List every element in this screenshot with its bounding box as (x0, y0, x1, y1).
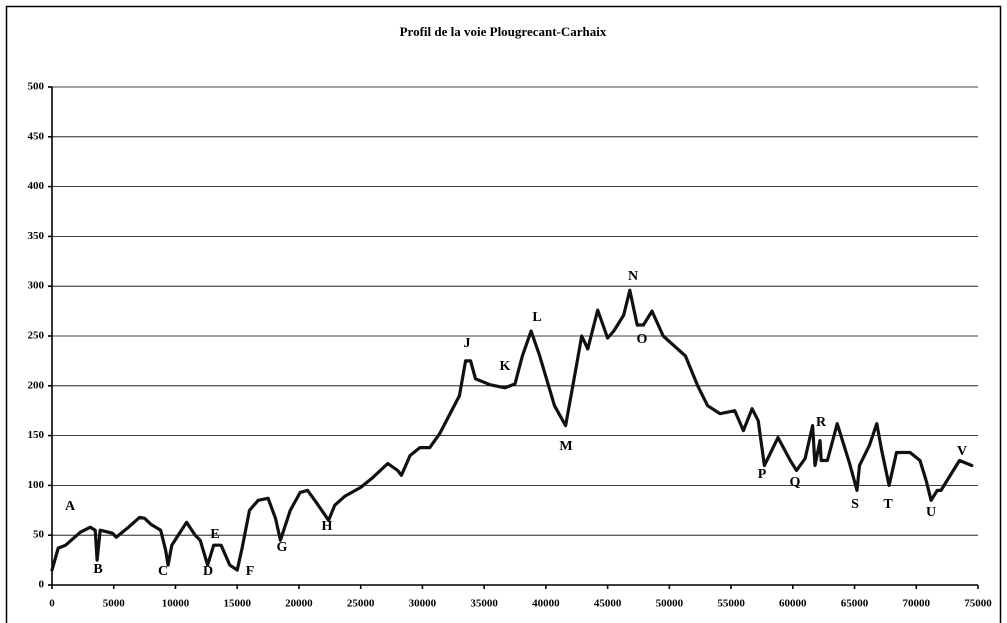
point-label: F (246, 564, 255, 579)
y-tick-label: 350 (28, 230, 45, 242)
y-tick-label: 150 (28, 429, 45, 441)
point-label: P (758, 467, 767, 482)
y-tick-label: 100 (28, 479, 45, 491)
x-tick-label: 75000 (964, 598, 992, 610)
point-label: J (464, 336, 471, 351)
x-tick-label: 55000 (717, 598, 745, 610)
x-tick-label: 65000 (841, 598, 869, 610)
x-tick-label: 40000 (532, 598, 560, 610)
point-label: O (637, 332, 648, 347)
x-tick-label: 45000 (594, 598, 622, 610)
point-label: L (532, 310, 541, 325)
x-tick-label: 25000 (347, 598, 375, 610)
point-label: G (277, 540, 288, 555)
point-label: E (210, 527, 219, 542)
x-tick-label: 70000 (903, 598, 931, 610)
point-label: Q (790, 475, 801, 490)
x-tick-label: 20000 (285, 598, 313, 610)
y-tick-label: 0 (39, 579, 45, 591)
point-label: A (65, 499, 76, 514)
y-tick-label: 250 (28, 330, 45, 342)
x-tick-label: 5000 (103, 598, 126, 610)
point-label: M (559, 439, 572, 454)
chart-frame (7, 7, 1001, 623)
x-tick-label: 0 (49, 598, 55, 610)
y-tick-label: 500 (28, 81, 45, 93)
point-label: U (926, 505, 936, 520)
point-label: T (883, 497, 893, 512)
point-label: R (816, 415, 827, 430)
y-tick-label: 450 (28, 130, 45, 142)
x-tick-label: 35000 (470, 598, 498, 610)
point-label: N (628, 269, 638, 284)
x-tick-label: 50000 (656, 598, 684, 610)
chart: Profil de la voie Plougrecant-Carhaix 0 5… (0, 0, 1007, 623)
x-tick-label: 60000 (779, 598, 807, 610)
y-tick-label: 300 (28, 280, 45, 292)
point-label: K (500, 359, 511, 374)
x-tick-label: 10000 (162, 598, 190, 610)
y-tick-label: 50 (33, 529, 45, 541)
y-tick-label: 400 (28, 180, 45, 192)
x-tick-label: 15000 (223, 598, 251, 610)
point-label: V (957, 444, 967, 459)
point-label: C (158, 564, 168, 579)
point-label: H (322, 519, 333, 534)
x-tick-label: 30000 (409, 598, 437, 610)
y-tick-label: 200 (28, 379, 45, 391)
chart-title: Profil de la voie Plougrecant-Carhaix (400, 24, 607, 39)
point-label: B (93, 562, 102, 577)
point-label: S (851, 497, 859, 512)
point-label: D (203, 564, 213, 579)
